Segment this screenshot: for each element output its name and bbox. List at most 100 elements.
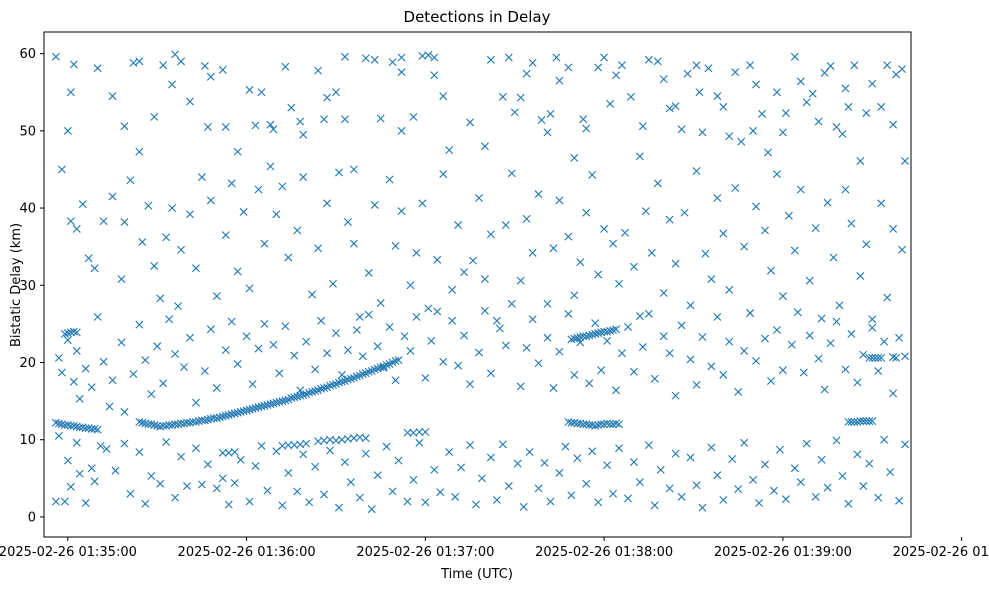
y-tick-label: 50 [19, 124, 36, 139]
data-point [883, 61, 892, 70]
data-point [600, 53, 609, 62]
data-point [504, 482, 513, 491]
data-point [594, 63, 603, 72]
data-point [659, 332, 668, 341]
data-point [677, 492, 686, 501]
data-point [606, 99, 615, 108]
data-point [802, 98, 811, 107]
data-point [486, 369, 495, 378]
data-point [281, 322, 290, 331]
data-point [513, 459, 522, 468]
data-point [174, 302, 183, 311]
data-point [761, 460, 769, 469]
data-point [647, 248, 656, 257]
data-point [317, 384, 326, 393]
data-point [323, 93, 332, 102]
data-point [719, 370, 728, 379]
data-point [588, 421, 597, 430]
data-point [272, 210, 281, 219]
data-point [165, 315, 174, 324]
x-axis: 2025-02-26 01:35:00 2025-02-26 01:36:00 20… [0, 537, 989, 560]
data-point [802, 439, 811, 448]
data-point [373, 471, 382, 480]
data-point [314, 244, 323, 253]
data-point [102, 444, 111, 453]
data-point [752, 80, 761, 89]
data-point [99, 357, 108, 366]
data-point [266, 120, 275, 129]
data-point [686, 301, 695, 310]
data-point [388, 487, 397, 496]
data-point [177, 57, 186, 66]
data-point [457, 463, 466, 472]
data-point [221, 231, 230, 240]
data-point [635, 312, 644, 321]
data-point [868, 353, 877, 362]
data-point [528, 58, 537, 67]
data-point [60, 329, 69, 338]
data-point [469, 256, 478, 265]
data-point [212, 383, 221, 392]
data-point [698, 128, 707, 137]
data-point [177, 245, 186, 254]
data-point [600, 420, 609, 429]
data-point [594, 270, 603, 279]
data-point [311, 365, 320, 374]
data-point [388, 58, 397, 67]
data-point [659, 289, 668, 297]
data-point [66, 88, 75, 97]
data-point [81, 499, 90, 508]
data-point [272, 447, 281, 456]
data-point [263, 486, 272, 495]
data-point [245, 284, 254, 293]
data-point [615, 420, 624, 429]
data-point [534, 359, 543, 368]
data-point [591, 329, 600, 338]
data-point [120, 439, 129, 448]
data-point [603, 461, 612, 470]
data-point [889, 389, 898, 398]
data-point [466, 380, 475, 389]
data-point [129, 58, 138, 67]
data-point [406, 346, 415, 355]
data-point [376, 114, 385, 123]
data-point [635, 478, 644, 487]
data-point [186, 333, 194, 342]
data-point [898, 65, 907, 74]
data-point [302, 439, 311, 448]
data-point [394, 456, 403, 465]
data-point [486, 55, 495, 64]
data-point [588, 170, 597, 179]
data-point [495, 324, 504, 333]
y-axis: 0 10 20 30 40 50 60 [19, 47, 44, 525]
data-point [805, 276, 814, 285]
data-point [725, 285, 734, 294]
data-point [138, 418, 147, 427]
data-point [370, 365, 379, 374]
data-point [281, 62, 290, 71]
data-point [69, 60, 78, 69]
data-point [120, 217, 129, 226]
data-point [54, 353, 63, 362]
data-point [421, 498, 430, 507]
data-point [367, 505, 376, 514]
data-point [752, 202, 761, 211]
data-point [326, 381, 335, 390]
data-point [153, 421, 162, 430]
data-point [540, 458, 549, 467]
data-point [772, 88, 781, 97]
data-point [594, 329, 603, 338]
data-point [331, 329, 340, 338]
data-point [257, 441, 266, 450]
data-point [793, 308, 802, 317]
data-point [379, 363, 388, 372]
data-point [171, 350, 180, 358]
data-point [150, 421, 159, 430]
data-point [868, 417, 877, 426]
data-point [862, 417, 871, 426]
data-point [159, 61, 168, 70]
data-point [475, 194, 483, 203]
data-point [880, 337, 889, 346]
data-point [424, 304, 433, 313]
